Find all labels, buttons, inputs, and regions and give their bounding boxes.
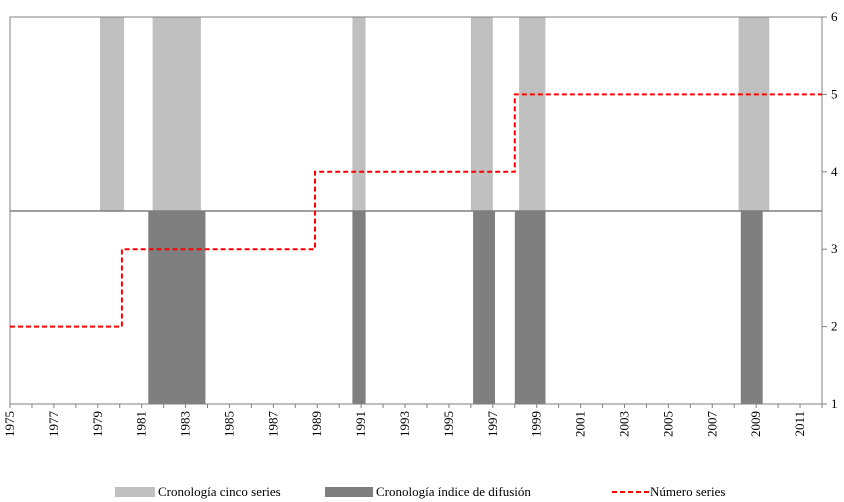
right-axis-tick-label: 4 (831, 164, 838, 179)
legend: Cronología cinco series Cronología índic… (0, 484, 844, 502)
legend-label: Cronología cinco series (158, 484, 281, 499)
x-axis-tick-label: 1985 (221, 411, 236, 437)
x-axis-tick-label: 2003 (616, 411, 631, 437)
x-axis-tick-label: 1993 (397, 411, 412, 437)
x-axis-tick-label: 1997 (485, 410, 500, 437)
x-axis-tick-label: 2005 (660, 411, 675, 437)
x-axis-tick-label: 1987 (265, 411, 280, 438)
x-axis-tick-label: 1983 (178, 411, 193, 437)
right-axis: 1 2 3 4 5 6 (822, 9, 838, 411)
cinco-series-period-bar (152, 17, 201, 211)
x-axis-tick-label: 1991 (353, 411, 368, 437)
legend-label: Número series (650, 484, 726, 499)
legend-item-cinco-series: Cronología cinco series (115, 484, 281, 500)
legend-item-indice-difusion: Cronología índice de difusión (325, 484, 531, 500)
cinco-series-period-bar (470, 17, 493, 211)
x-axis-tick-label: 1981 (134, 411, 149, 437)
right-axis-tick-label: 5 (831, 86, 838, 101)
x-axis: 1975 1977 1979 1981 1983 1985 1987 1989 1991 1993… (2, 404, 823, 438)
x-axis-tick-label: 2011 (792, 411, 807, 437)
legend-swatch-dashed (612, 491, 650, 493)
x-axis-tick-label: 1995 (441, 411, 456, 437)
numero-series-line (10, 93, 822, 328)
x-axis-tick-label: 2007 (704, 411, 719, 438)
cinco-series-period-bar (352, 17, 366, 211)
right-axis-tick-label: 1 (831, 396, 838, 411)
x-axis-tick-label: 1977 (46, 411, 61, 438)
legend-item-numero-series: Número series (612, 484, 725, 500)
indice-difusion-period-bar (740, 211, 763, 404)
cinco-series-period-bar (519, 17, 546, 211)
legend-swatch-dark (325, 487, 373, 497)
x-axis-tick-label: 1999 (529, 411, 544, 437)
x-axis-tick-label: 1979 (90, 411, 105, 437)
legend-label: Cronología índice de difusión (376, 484, 531, 499)
right-axis-tick-label: 2 (831, 319, 838, 334)
indice-difusion-period-bar (514, 211, 546, 404)
indice-difusion-period-bar (148, 211, 206, 404)
indice-difusion-period-bar (473, 211, 495, 404)
indice-difusion-period-bar (352, 211, 366, 404)
right-axis-tick-label: 3 (831, 241, 838, 256)
x-axis-tick-label: 1975 (2, 411, 17, 437)
cinco-series-period-bar (738, 17, 770, 211)
legend-swatch-light (115, 487, 155, 497)
cinco-series-period-bar (100, 17, 125, 211)
plot-frame (9, 16, 823, 405)
lower-shaded-periods (148, 211, 763, 404)
right-axis-tick-label: 6 (831, 9, 838, 24)
x-axis-tick-label: 2001 (573, 411, 588, 437)
upper-shaded-periods (100, 17, 770, 211)
x-axis-tick-label: 1989 (309, 411, 324, 437)
x-axis-tick-label: 2009 (748, 411, 763, 437)
